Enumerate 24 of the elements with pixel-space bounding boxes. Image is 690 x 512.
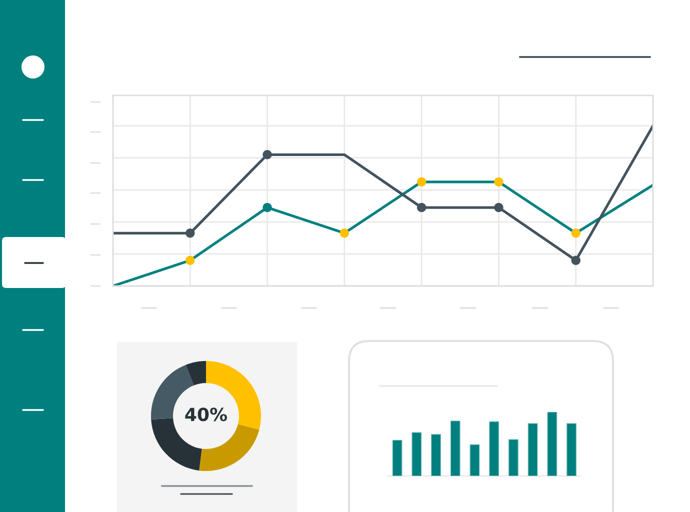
point: [186, 228, 195, 238]
donut-slice: [186, 361, 206, 386]
bar: [547, 412, 558, 476]
bar: [566, 423, 577, 476]
point: [262, 202, 272, 212]
bar: [508, 439, 518, 476]
point: [262, 150, 272, 160]
point: [416, 202, 426, 212]
point: [494, 202, 504, 212]
point: [340, 228, 350, 238]
bar: [470, 444, 480, 476]
bar: [450, 420, 460, 476]
bar: [392, 440, 402, 476]
point: [571, 228, 580, 238]
text: 40%: [185, 408, 228, 422]
bar: [528, 423, 538, 476]
bar: [412, 432, 422, 476]
point: [571, 256, 580, 265]
bar: [489, 421, 500, 476]
point: [186, 256, 195, 265]
bar: [431, 434, 441, 476]
point: [416, 177, 426, 186]
point: [494, 177, 504, 186]
donut-slice: [199, 424, 260, 471]
